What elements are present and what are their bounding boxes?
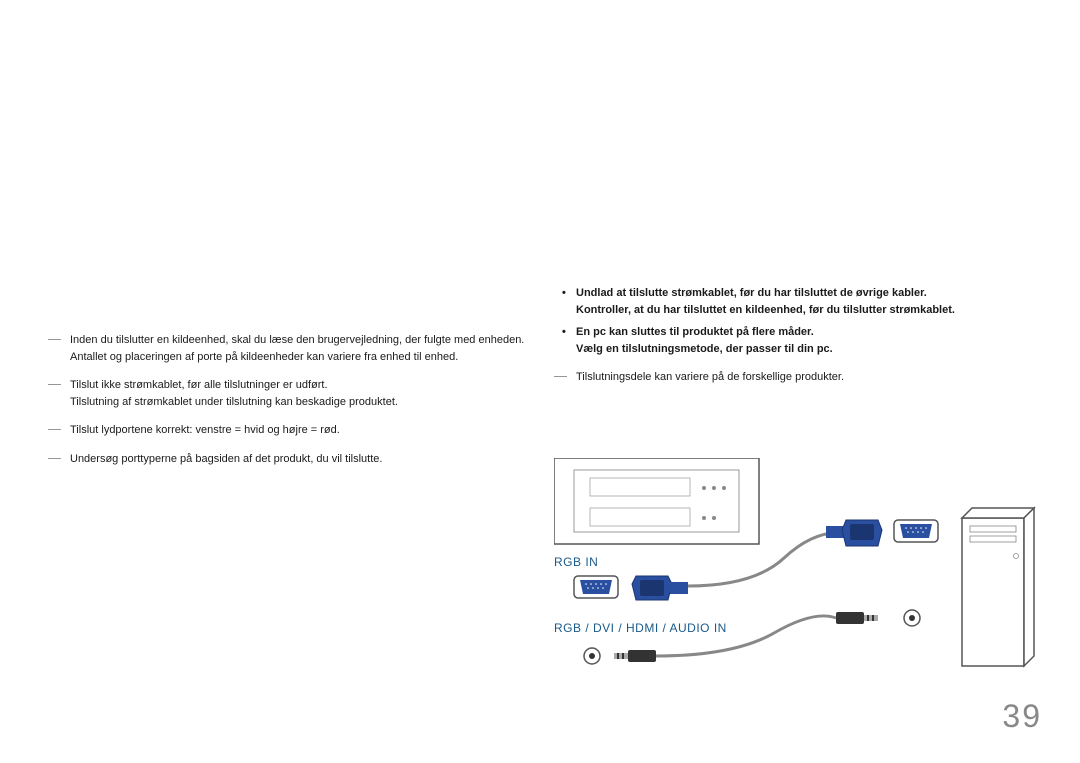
note-text: Tilslutningsdele kan variere på de forsk… (576, 371, 844, 383)
audio-in-label: RGB / DVI / HDMI / AUDIO IN (554, 621, 727, 635)
note-item: ― Tilslut lydportene korrekt: venstre = … (48, 422, 528, 439)
note-text: Antallet og placeringen af porte på kild… (70, 349, 528, 366)
pc-tower-icon (962, 508, 1034, 666)
audio-plug-icon (836, 612, 878, 624)
right-notes-block: • Undlad at tilslutte strømkablet, før d… (554, 285, 1034, 386)
rgb-in-label: RGB IN (554, 555, 598, 569)
bullet-icon: • (562, 285, 566, 302)
bullet-text: Kontroller, at du har tilsluttet en kild… (576, 302, 1034, 319)
audio-jack-port-icon (584, 648, 600, 664)
note-text: Tilslutning af strømkablet under tilslut… (70, 394, 528, 411)
bullet-icon: • (562, 324, 566, 341)
vga-port-icon (894, 520, 938, 542)
vga-cable-icon (688, 533, 844, 586)
connection-diagram: RGB IN RGB / DVI (554, 458, 1044, 688)
vga-plug-icon (632, 576, 688, 600)
dash-icon: ― (48, 448, 61, 468)
left-notes-block: ― Inden du tilslutter en kildeenhed, ska… (48, 332, 528, 479)
dash-icon: ― (554, 366, 567, 386)
note-text: Undersøg porttyperne på bagsiden af det … (70, 453, 382, 465)
bullet-text: Vælg en tilslutningsmetode, der passer t… (576, 341, 1034, 358)
note-item: ― Inden du tilslutter en kildeenhed, ska… (48, 332, 528, 365)
bullet-text: En pc kan sluttes til produktet på flere… (576, 326, 814, 338)
page-number: 39 (1002, 698, 1042, 735)
note-item: ― Undersøg porttyperne på bagsiden af de… (48, 451, 528, 468)
dash-icon: ― (48, 329, 61, 349)
note-item: ― Tilslut ikke strømkablet, før alle til… (48, 377, 528, 410)
note-item: ― Tilslutningsdele kan variere på de for… (554, 369, 1034, 386)
bullet-item: • Undlad at tilslutte strømkablet, før d… (554, 285, 1034, 318)
note-text: Inden du tilslutter en kildeenhed, skal … (70, 334, 524, 346)
bullet-text: Undlad at tilslutte strømkablet, før du … (576, 287, 927, 299)
note-text: Tilslut lydportene korrekt: venstre = hv… (70, 424, 340, 436)
diagram-svg: RGB IN RGB / DVI (554, 458, 1044, 688)
note-text: Tilslut ikke strømkablet, før alle tilsl… (70, 379, 328, 391)
bullet-item: • En pc kan sluttes til produktet på fle… (554, 324, 1034, 357)
monitor-icon (554, 458, 759, 544)
audio-jack-port-icon (904, 610, 920, 626)
audio-plug-icon (614, 650, 656, 662)
vga-port-icon (574, 576, 618, 598)
dash-icon: ― (48, 374, 61, 394)
vga-plug-icon (826, 520, 882, 546)
dash-icon: ― (48, 419, 61, 439)
